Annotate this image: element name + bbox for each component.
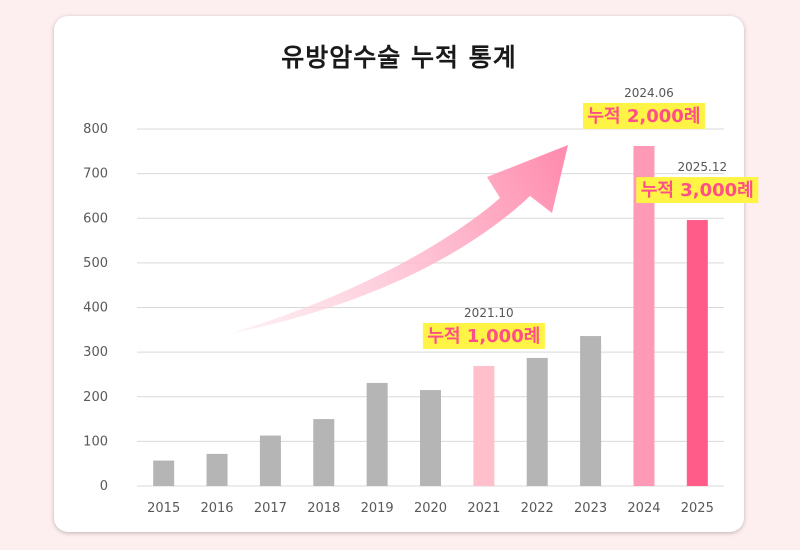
milestone-highlight <box>422 322 545 349</box>
y-tick-label: 400 <box>83 301 108 316</box>
bar-2019 <box>366 382 388 486</box>
bar-2024 <box>633 145 655 486</box>
x-tick-label: 2020 <box>414 501 447 516</box>
milestone-2021: 2021.10 누적 1,000례 <box>422 306 545 349</box>
milestone-highlight <box>636 177 759 204</box>
milestone-label: 누적 2,000례 <box>588 106 701 127</box>
y-tick-label: 600 <box>83 211 108 226</box>
y-tick-label: 100 <box>83 434 108 449</box>
milestone-date: 2025.12 <box>678 160 728 174</box>
y-tick-label: 0 <box>100 479 108 494</box>
growth-arrow <box>232 145 568 333</box>
bar-2021 <box>473 365 495 486</box>
milestone-date: 2021.10 <box>464 306 514 320</box>
x-tick-label: 2024 <box>627 501 660 516</box>
bar-2018 <box>313 419 335 486</box>
x-tick-label: 2018 <box>307 501 340 516</box>
y-tick-label: 300 <box>83 345 108 360</box>
milestone-label: 누적 3,000례 <box>641 180 754 201</box>
bar-2016 <box>206 453 228 486</box>
y-tick-label: 200 <box>83 390 108 405</box>
x-tick-label: 2019 <box>361 501 394 516</box>
x-tick-label: 2015 <box>147 501 180 516</box>
chart-title: 유방암수술 누적 통계 <box>281 43 517 72</box>
y-tick-label: 500 <box>83 256 108 271</box>
bar-2015 <box>153 460 175 486</box>
milestone-2024: 2024.06 누적 2,000례 <box>582 86 705 129</box>
milestone-2025: 2025.12 누적 3,000례 <box>636 160 759 204</box>
bar-2023 <box>580 336 602 486</box>
x-tick-label: 2017 <box>254 501 287 516</box>
milestone-highlight <box>582 102 705 129</box>
x-tick-label: 2021 <box>467 501 500 516</box>
x-tick-label: 2025 <box>681 501 714 516</box>
milestone-label: 누적 1,000례 <box>427 326 540 347</box>
x-tick-label: 2016 <box>200 501 233 516</box>
bar-2025 <box>686 220 708 486</box>
milestone-date: 2024.06 <box>624 86 674 100</box>
y-tick-label: 800 <box>83 122 108 137</box>
y-tick-label: 700 <box>83 167 108 182</box>
x-tick-label: 2022 <box>521 501 554 516</box>
bar-2017 <box>259 435 281 486</box>
bar-2020 <box>420 390 441 486</box>
x-tick-label: 2023 <box>574 501 607 516</box>
bar-2022 <box>526 357 548 486</box>
